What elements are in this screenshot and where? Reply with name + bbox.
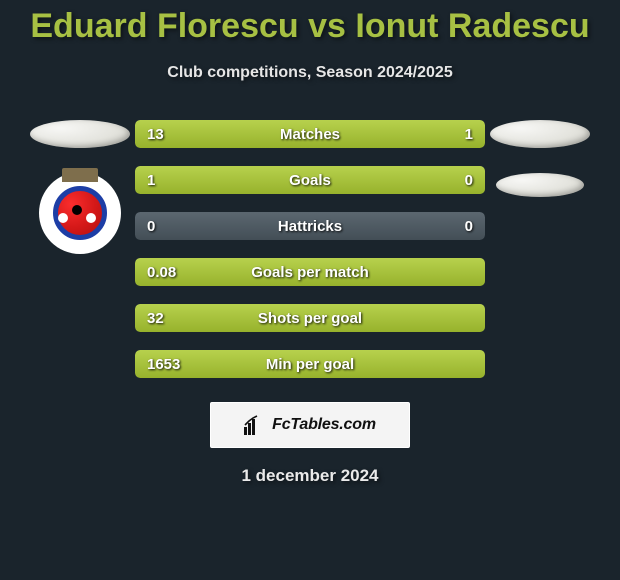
stats-section: 13 Matches 1 1 Goals 0 0 Hattricks 0 <box>0 120 620 378</box>
branding-link[interactable]: FcTables.com <box>210 402 410 448</box>
stat-value-left: 13 <box>147 126 164 143</box>
stat-value-left: 32 <box>147 310 164 327</box>
branding-text: FcTables.com <box>272 416 376 434</box>
player-right-avatar-placeholder <box>490 120 590 148</box>
stat-bars: 13 Matches 1 1 Goals 0 0 Hattricks 0 <box>135 120 485 378</box>
page-subtitle: Club competitions, Season 2024/2025 <box>167 64 452 82</box>
page-title: Eduard Florescu vs Ionut Radescu <box>30 7 589 46</box>
player-left-avatar-placeholder <box>30 120 130 148</box>
bar-fill-left <box>135 120 415 148</box>
stat-row-matches: 13 Matches 1 <box>135 120 485 148</box>
club-logo-inner <box>53 186 107 240</box>
stat-value-left: 1653 <box>147 356 180 373</box>
comparison-card: Eduard Florescu vs Ionut Radescu Club co… <box>0 0 620 486</box>
stat-value-left: 0.08 <box>147 264 176 281</box>
stat-label: Shots per goal <box>258 310 362 327</box>
stat-label: Min per goal <box>266 356 354 373</box>
stat-value-left: 0 <box>147 218 155 235</box>
club-logo-right-placeholder <box>496 173 584 197</box>
stat-value-right: 1 <box>465 126 473 143</box>
stat-label: Goals <box>289 172 331 189</box>
stat-value-right: 0 <box>465 172 473 189</box>
stat-row-shots-per-goal: 32 Shots per goal <box>135 304 485 332</box>
stat-value-right: 0 <box>465 218 473 235</box>
stat-row-goals-per-match: 0.08 Goals per match <box>135 258 485 286</box>
stat-label: Matches <box>280 126 340 143</box>
player-left-column <box>25 120 135 378</box>
stat-label: Goals per match <box>251 264 369 281</box>
stat-row-min-per-goal: 1653 Min per goal <box>135 350 485 378</box>
player-right-column <box>485 120 595 378</box>
bar-fill-right <box>415 120 485 148</box>
stat-row-hattricks: 0 Hattricks 0 <box>135 212 485 240</box>
stat-value-left: 1 <box>147 172 155 189</box>
chart-icon <box>244 415 264 435</box>
stat-label: Hattricks <box>278 218 342 235</box>
club-logo-crown <box>62 168 98 182</box>
club-logo-left <box>39 172 121 254</box>
stat-row-goals: 1 Goals 0 <box>135 166 485 194</box>
snapshot-date: 1 december 2024 <box>241 466 378 486</box>
